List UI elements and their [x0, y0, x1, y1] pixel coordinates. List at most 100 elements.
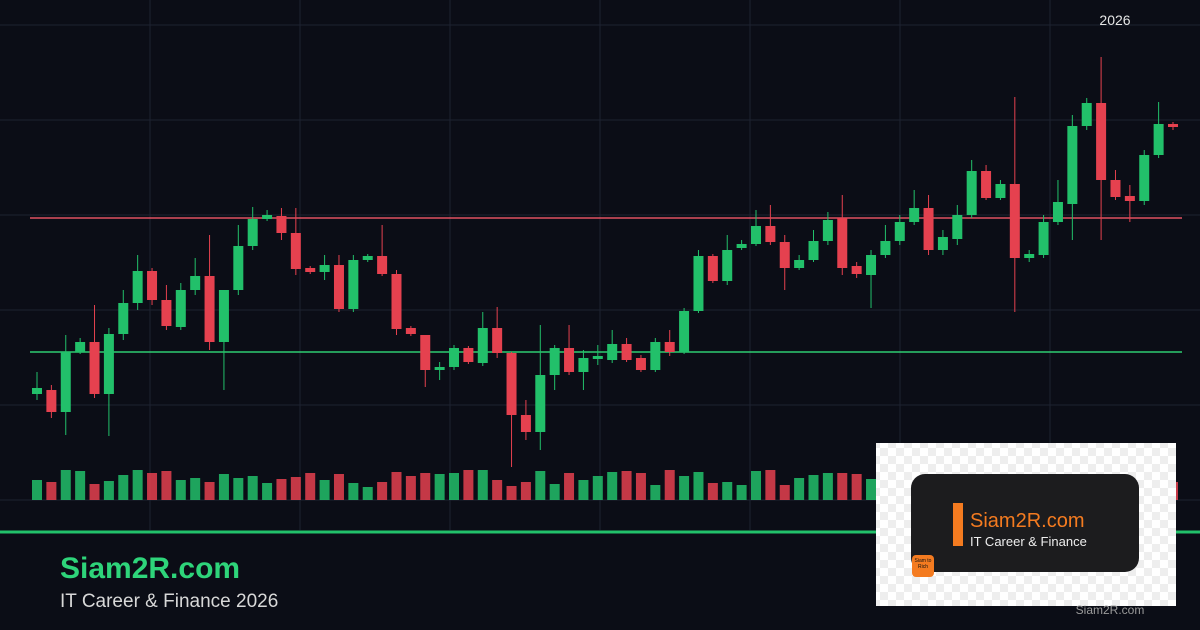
candle-body [1096, 103, 1107, 180]
candle-body [348, 260, 359, 309]
candle-body [607, 344, 618, 360]
candle-body [463, 348, 474, 362]
volume-bar [506, 486, 517, 500]
volume-bar [190, 478, 201, 500]
volume-bar [147, 473, 158, 500]
candle-body [923, 208, 934, 250]
volume-bar [103, 481, 114, 500]
candle-body [449, 348, 460, 367]
logo-icon-text: Siam to Rich [914, 558, 932, 570]
volume-bar [765, 470, 776, 500]
candle-body [1124, 196, 1135, 201]
candle-body [722, 250, 733, 281]
candle-body [794, 260, 805, 268]
candle-body [247, 219, 258, 246]
candle-body [1024, 254, 1035, 258]
candle-body [549, 348, 560, 375]
volume-bar [276, 479, 287, 500]
volume-bar [132, 470, 143, 500]
volume-bar [60, 470, 71, 500]
candle-body [204, 276, 215, 342]
candle-body [118, 303, 129, 334]
volume-bar [305, 473, 316, 500]
volume-bar [693, 472, 704, 500]
candle-body [635, 358, 646, 370]
candle-body [405, 328, 416, 334]
volume-bar [262, 483, 273, 500]
candle-body [262, 215, 273, 219]
candle-body [664, 342, 675, 352]
volume-bar [535, 471, 546, 500]
volume-bar [635, 473, 646, 500]
candle-body [434, 367, 445, 370]
volume-bar [463, 470, 474, 500]
candle-body [1110, 180, 1121, 197]
candle-body [218, 290, 229, 342]
volume-bar [449, 473, 460, 500]
logo-subtitle: IT Career & Finance [970, 534, 1087, 549]
candle-body [32, 388, 42, 394]
volume-bar [779, 485, 790, 500]
candle-body [147, 271, 158, 300]
candle-body [60, 352, 71, 412]
brand-subtitle: IT Career & Finance 2026 [60, 591, 278, 612]
candle-body [564, 348, 575, 372]
candle-body [822, 220, 833, 241]
volume-bar [333, 474, 344, 500]
volume-bar [477, 470, 488, 500]
candle-body [190, 276, 201, 290]
candle-body [750, 226, 761, 244]
volume-bar [650, 485, 661, 500]
candle-body [736, 244, 747, 248]
volume-bar [750, 471, 761, 500]
volume-bar [837, 473, 848, 500]
logo-title: Siam2R.com [970, 510, 1084, 532]
brand-title: Siam2R.com [60, 552, 240, 585]
volume-bar [32, 480, 42, 500]
volume-bar [621, 471, 632, 500]
logo-card: Siam2R.com IT Career & Finance Siam to R… [876, 443, 1176, 606]
candle-body [937, 237, 948, 250]
candle-body [578, 358, 589, 372]
candle-body [1067, 126, 1078, 204]
volume-bar [290, 477, 301, 500]
volume-bar [679, 476, 690, 500]
candle-body [276, 216, 287, 233]
candle-body [765, 226, 776, 242]
candle-body [290, 233, 301, 269]
volume-bar [851, 474, 862, 500]
volume-bar [161, 471, 172, 500]
candle-body [1153, 124, 1164, 155]
volume-bar [564, 473, 575, 500]
candle-body [1081, 103, 1092, 126]
volume-bar [319, 480, 330, 500]
candle-body [592, 356, 603, 359]
volume-bar [75, 471, 86, 500]
candle-body [75, 342, 86, 352]
logo-icon [912, 555, 934, 577]
candle-body [837, 218, 848, 268]
volume-bar [794, 478, 805, 500]
volume-bar [866, 479, 877, 500]
candle-body [981, 171, 992, 198]
candle-body [1139, 155, 1150, 201]
volume-bar [808, 475, 819, 500]
candle-body [650, 342, 661, 370]
volume-bar [549, 484, 560, 500]
logo-box [911, 474, 1139, 572]
grid [0, 0, 1200, 530]
candle-body [506, 353, 517, 415]
volume-bar [578, 480, 589, 500]
volume-bar [362, 487, 373, 500]
volume-bar [218, 474, 229, 500]
volume-bar [175, 480, 186, 500]
candle-body [305, 268, 316, 272]
candle-body [132, 271, 143, 303]
candle-body [1052, 202, 1063, 222]
volume-bar [722, 482, 733, 500]
volume-bar [520, 482, 531, 500]
candle-body [103, 334, 114, 394]
volume-bar [420, 473, 431, 500]
candle-body [707, 256, 718, 281]
